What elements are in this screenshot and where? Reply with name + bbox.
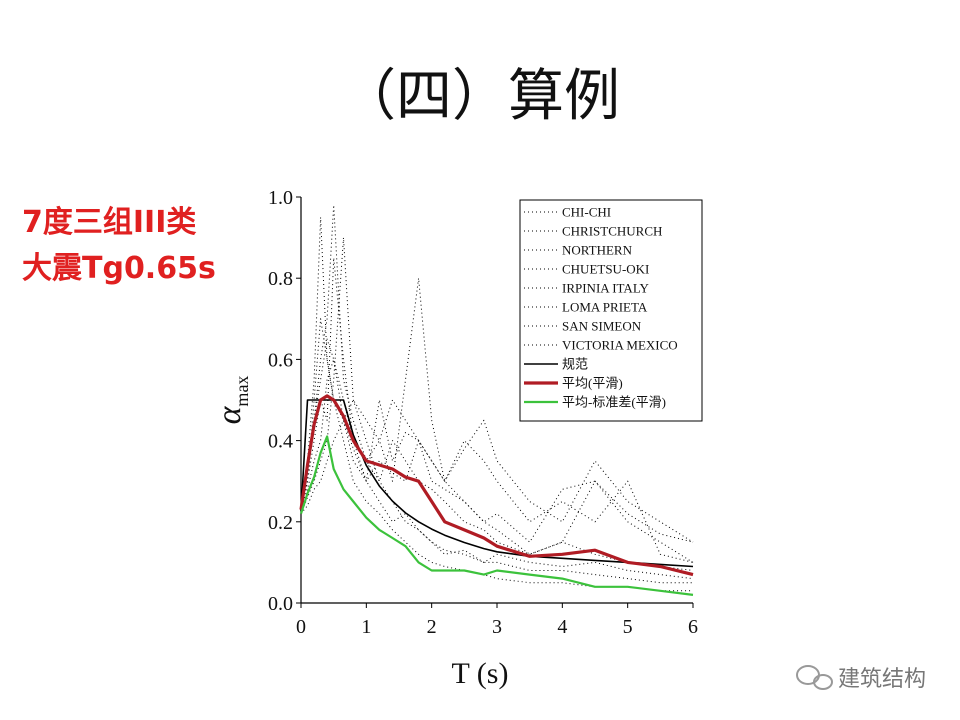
y-tick-label: 0.4 [268, 431, 293, 453]
x-tick-label: 1 [361, 616, 371, 638]
x-tick-label: 0 [296, 616, 306, 638]
series-line [300, 399, 694, 568]
y-tick-label: 0.8 [268, 268, 293, 290]
x-tick-label: 5 [623, 616, 633, 638]
x-tick-label: 2 [427, 616, 437, 638]
note-line: 7度三组III类 [22, 205, 196, 240]
plot: 0.0 0.2 0.4 0.6 0.8 1.0 0 1 2 3 4 5 6 CHI-CHI CHRISTCH… [268, 187, 703, 638]
y-axis-label: αmax [211, 376, 252, 425]
legend-label: 规范 [562, 357, 588, 372]
legend-label: 平均-标准差(平滑) [562, 395, 666, 410]
legend-label: IRPINIA ITALY [562, 281, 649, 296]
slide-title: （四）算例 [340, 64, 620, 129]
legend-label: SAN SIMEON [562, 319, 642, 334]
x-tick-label: 4 [557, 616, 567, 638]
legend-label: 平均(平滑) [562, 376, 623, 391]
y-tick-label: 0.0 [268, 593, 293, 615]
legend-label: LOMA PRIETA [562, 300, 648, 315]
note-line: 大震Tg0.65s [22, 251, 216, 286]
y-axis-symbol: α [211, 405, 248, 424]
series-line [300, 338, 694, 563]
series-line [300, 257, 694, 580]
series-line [299, 435, 694, 596]
y-axis-subscript: max [232, 376, 252, 407]
x-axis-label: T (s) [452, 657, 509, 690]
legend-label: CHRISTCHURCH [562, 224, 662, 239]
series-line [299, 394, 694, 577]
watermark-icon [796, 665, 833, 690]
legend-label: VICTORIA MEXICO [562, 338, 678, 353]
y-tick-label: 0.6 [268, 349, 293, 371]
legend-label: CHUETSU-OKI [562, 262, 649, 277]
series-line [300, 216, 694, 543]
watermark: 建筑结构 [838, 667, 926, 692]
y-tick-label: 0.2 [268, 512, 293, 534]
x-tick-label: 6 [688, 616, 698, 638]
x-tick-label: 3 [492, 616, 502, 638]
series-line [300, 237, 693, 584]
legend-label: CHI-CHI [562, 205, 611, 220]
legend-label: NORTHERN [562, 243, 633, 258]
series-line [300, 399, 694, 563]
y-tick-label: 1.0 [268, 187, 293, 209]
